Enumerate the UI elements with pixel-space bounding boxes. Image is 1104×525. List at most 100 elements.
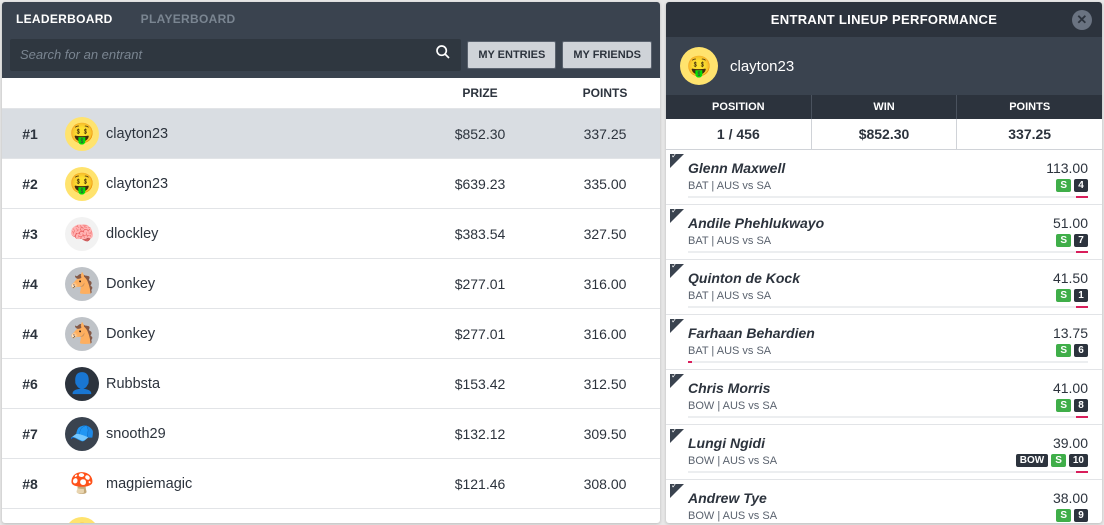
check-icon [670,264,684,278]
player-points: 41.00 [1053,380,1088,396]
table-row[interactable]: #8🤑Simmo1969$121.46308.00 [2,508,660,523]
player-bar [688,306,1088,308]
avatar-cell: 🧠 [58,217,106,251]
check-icon [670,429,684,443]
avatar: 🤑 [65,517,99,524]
badge: 9 [1074,509,1088,522]
points: 316.00 [550,326,660,342]
table-row[interactable]: #4🐴Donkey$277.01316.00 [2,308,660,358]
tabs: LEADERBOARD PLAYERBOARD [2,2,660,36]
table-row[interactable]: #7🧢snooth29$132.12309.50 [2,408,660,458]
player-row[interactable]: Chris Morris41.00BOW | AUS vs SAS8 [666,370,1102,425]
player-row[interactable]: Glenn Maxwell113.00BAT | AUS vs SAS4 [666,150,1102,205]
badge: 7 [1074,234,1088,247]
badge: S [1056,399,1071,412]
player-badges: S1 [1056,289,1088,302]
entrant-name: Donkey [106,276,410,292]
stat-header-points: POINTS [957,95,1102,119]
player-row[interactable]: Lungi Ngidi39.00BOW | AUS vs SABOWS10 [666,425,1102,480]
player-row[interactable]: Andile Phehlukwayo51.00BAT | AUS vs SAS7 [666,205,1102,260]
lineup-panel: ENTRANT LINEUP PERFORMANCE ✕ 🤑 clayton23… [666,2,1102,523]
lineup-title: ENTRANT LINEUP PERFORMANCE [771,12,997,27]
avatar-cell: 🤑 [58,117,106,151]
rank: #1 [2,126,58,142]
player-name: Chris Morris [688,380,770,396]
player-bar [688,196,1088,198]
check-icon [670,484,684,498]
entrant-name: clayton23 [106,126,410,142]
player-points: 41.50 [1053,270,1088,286]
player-bar [688,416,1088,418]
player-row[interactable]: Andrew Tye38.00BOW | AUS vs SAS9 [666,480,1102,523]
points: 335.00 [550,176,660,192]
lineup-players: Glenn Maxwell113.00BAT | AUS vs SAS4Andi… [666,150,1102,523]
lineup-title-bar: ENTRANT LINEUP PERFORMANCE ✕ [666,2,1102,37]
badge: S [1056,289,1071,302]
rank: #2 [2,176,58,192]
close-icon[interactable]: ✕ [1072,10,1092,30]
my-friends-button[interactable]: MY FRIENDS [562,41,652,69]
player-badges: S7 [1056,234,1088,247]
rank: #4 [2,276,58,292]
table-row[interactable]: #3🧠dlockley$383.54327.50 [2,208,660,258]
stat-header-position: POSITION [666,95,812,119]
points: 337.25 [550,126,660,142]
search-icon[interactable] [435,44,451,65]
entrant-name: dlockley [106,226,410,242]
my-entries-button[interactable]: MY ENTRIES [467,41,556,69]
player-points: 113.00 [1046,160,1088,176]
avatar-cell: 🧢 [58,417,106,451]
avatar-cell: 🤑 [58,167,106,201]
check-icon [670,319,684,333]
badge: S [1056,234,1071,247]
table-row[interactable]: #8🍄magpiemagic$121.46308.00 [2,458,660,508]
stat-points: 337.25 [957,119,1102,149]
avatar-cell: 🐴 [58,317,106,351]
avatar: 🤑 [65,117,99,151]
table-row[interactable]: #2🤑clayton23$639.23335.00 [2,158,660,208]
search-box[interactable] [10,39,461,71]
table-row[interactable]: #6👤Rubbsta$153.42312.50 [2,358,660,408]
entrant-name: Rubbsta [106,376,410,392]
player-row[interactable]: Farhaan Behardien13.75BAT | AUS vs SAS6 [666,315,1102,370]
player-meta: BOW | AUS vs SA [688,510,777,522]
search-input[interactable] [20,47,435,62]
player-meta: BAT | AUS vs SA [688,345,771,357]
points: 327.50 [550,226,660,242]
badge: S [1051,454,1066,467]
prize: $277.01 [410,276,550,292]
entrant-name: snooth29 [106,426,410,442]
prize: $852.30 [410,126,550,142]
player-name: Farhaan Behardien [688,325,815,341]
prize: $153.42 [410,376,550,392]
header-points: POINTS [550,86,660,100]
badge: 10 [1069,454,1088,467]
badge: 4 [1074,179,1088,192]
player-name: Lungi Ngidi [688,435,765,451]
tab-leaderboard[interactable]: LEADERBOARD [2,2,127,36]
leaderboard-rows: #1🤑clayton23$852.30337.25#2🤑clayton23$63… [2,108,660,523]
avatar-cell: 🤑 [58,517,106,524]
player-points: 13.75 [1053,325,1088,341]
header-prize: PRIZE [410,86,550,100]
avatar-cell: 🐴 [58,267,106,301]
player-badges: S4 [1056,179,1088,192]
prize: $639.23 [410,176,550,192]
entrant-name: clayton23 [106,176,410,192]
tab-playerboard[interactable]: PLAYERBOARD [127,2,250,36]
points: 308.00 [550,476,660,492]
avatar-cell: 🍄 [58,467,106,501]
player-badges: S8 [1056,399,1088,412]
player-points: 51.00 [1053,215,1088,231]
avatar: 🐴 [65,267,99,301]
player-points: 39.00 [1053,435,1088,451]
player-row[interactable]: Quinton de Kock41.50BAT | AUS vs SAS1 [666,260,1102,315]
lineup-stat-values: 1 / 456 $852.30 337.25 [666,119,1102,150]
player-badges: S9 [1056,509,1088,522]
table-row[interactable]: #1 🤑 clayton23$852.30337.25 [2,108,660,158]
badge: 1 [1074,289,1088,302]
table-row[interactable]: #4🐴Donkey$277.01316.00 [2,258,660,308]
leaderboard-panel: LEADERBOARD PLAYERBOARD MY ENTRIES MY FR… [2,2,660,523]
points: 312.50 [550,376,660,392]
lineup-stat-headers: POSITION WIN POINTS [666,95,1102,119]
